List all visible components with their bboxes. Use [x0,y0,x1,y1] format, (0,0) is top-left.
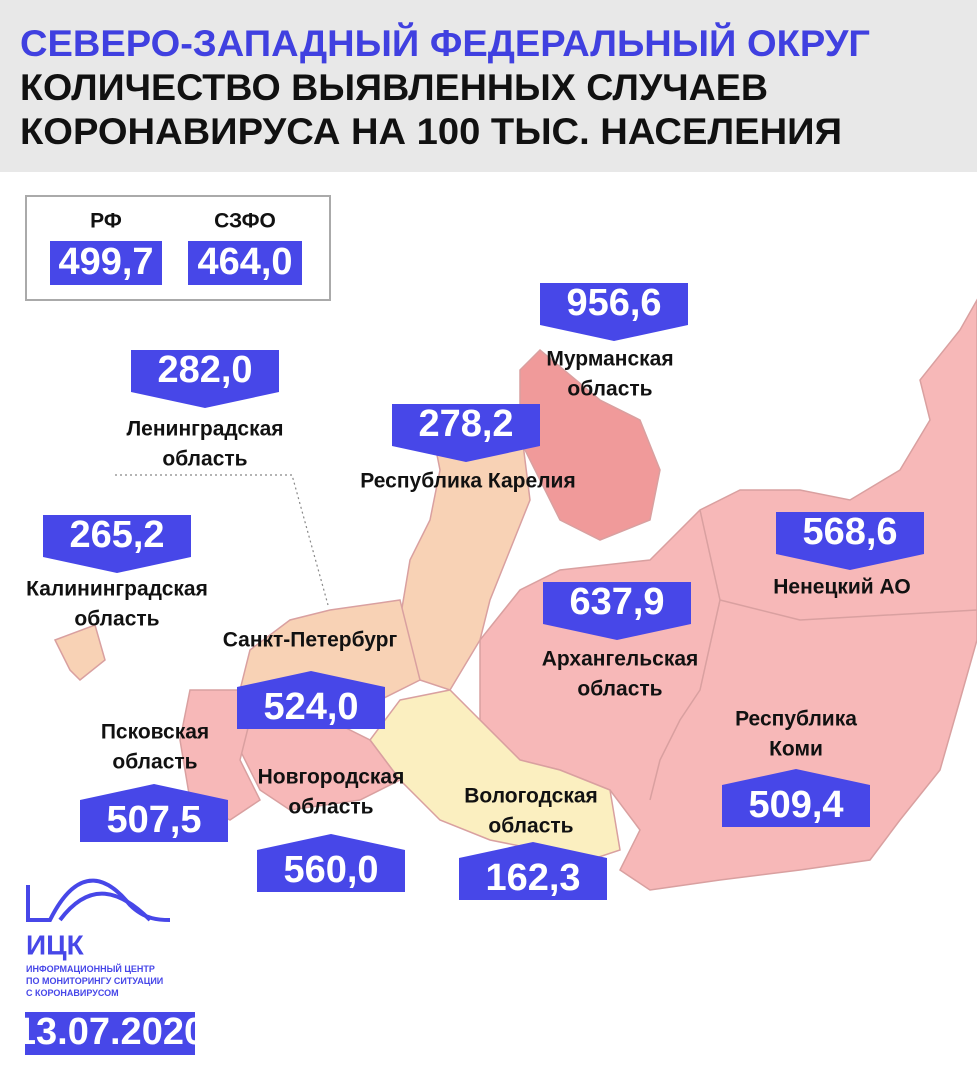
leader-line [115,474,329,606]
summary-value: 464,0 [197,241,292,283]
region-name: Ленинградская [126,418,283,441]
region-border [649,509,721,801]
date-badge [25,1012,195,1055]
summary-label: РФ [90,210,122,233]
org-name: ИНФОРМАЦИОННЫЙ ЦЕНТР [26,963,155,974]
value-badge [392,404,540,462]
region-name: область [488,815,573,838]
region-name: Республика Карелия [360,470,575,493]
region-name: Санкт-Петербург [223,629,398,652]
region-name: Республика [735,708,857,731]
value-badge [722,769,870,827]
region-value: 509,4 [748,784,843,826]
region-shape [519,348,661,541]
logo-mark [58,891,152,922]
region-border [719,599,977,621]
summary-label: СЗФО [214,210,276,233]
region-name: Мурманская [546,348,673,371]
region-value: 568,6 [802,511,897,553]
logo [26,878,171,922]
header-bg [0,0,977,172]
region-name: область [112,751,197,774]
value-badge [131,350,279,408]
region-name: Новгородская [258,766,405,789]
region-value: 265,2 [69,514,164,556]
value-badge [257,834,405,892]
region-name: Ненецкий АО [773,576,911,599]
value-badge [776,512,924,570]
summary-badge [50,241,162,285]
region-value: 278,2 [418,403,513,445]
date: 13.07.2020 [15,1011,205,1053]
region-value: 637,9 [569,581,664,623]
region-name: Псковская [101,721,209,744]
region-value: 524,0 [263,686,358,728]
region-labels: 956,6 Мурманская область 282,0 Ленинградская… [26,282,924,900]
region-value: 560,0 [283,849,378,891]
subtitle: КОЛИЧЕСТВО ВЫЯВЛЕННЫХ СЛУЧАЕВ [20,67,768,108]
region-name: область [288,796,373,819]
org-name: С КОРОНАВИРУСОМ [26,988,119,998]
region-value: 282,0 [157,349,252,391]
logo-mark [26,878,171,922]
org-name: ПО МОНИТОРИНГУ СИТУАЦИИ [26,976,163,986]
region-name: Коми [769,738,823,761]
summary-value: 499,7 [58,241,153,283]
value-badge [540,283,688,341]
region-name: область [577,678,662,701]
region-shape [369,689,621,861]
region-value: 956,6 [566,282,661,324]
region-shape [399,419,531,691]
region-shape [479,298,977,891]
summary-frame [25,195,331,301]
value-badge [543,582,691,640]
summary-badge [188,241,302,285]
region-name: область [162,448,247,471]
region-name: Архангельская [542,648,699,671]
region-name: область [567,378,652,401]
title: СЕВЕРО-ЗАПАДНЫЙ ФЕДЕРАЛЬНЫЙ ОКРУГ [20,22,870,64]
region-name: область [74,608,159,631]
region-shape [53,624,106,682]
region-name: Калининградская [26,578,208,601]
value-badge [459,842,607,900]
region-name: Вологодская [464,785,598,808]
subtitle: КОРОНАВИРУСА НА 100 ТЫС. НАСЕЛЕНИЯ [20,111,842,152]
region-value: 507,5 [106,799,201,841]
value-badge [80,784,228,842]
logo-text: ИЦК [26,929,85,960]
value-badge [237,671,385,729]
region-value: 162,3 [485,857,580,899]
value-badge [43,515,191,573]
